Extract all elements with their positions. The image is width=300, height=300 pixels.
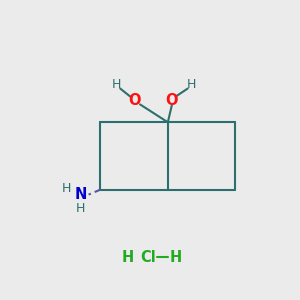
Text: H: H xyxy=(76,202,85,215)
Text: O: O xyxy=(166,93,178,108)
Text: H: H xyxy=(62,182,71,195)
Text: H: H xyxy=(122,250,134,265)
Text: N: N xyxy=(74,187,87,202)
Text: Cl: Cl xyxy=(140,250,156,265)
Text: H: H xyxy=(169,250,182,265)
Text: O: O xyxy=(128,93,140,108)
Text: H: H xyxy=(112,78,121,91)
Text: H: H xyxy=(187,78,196,91)
